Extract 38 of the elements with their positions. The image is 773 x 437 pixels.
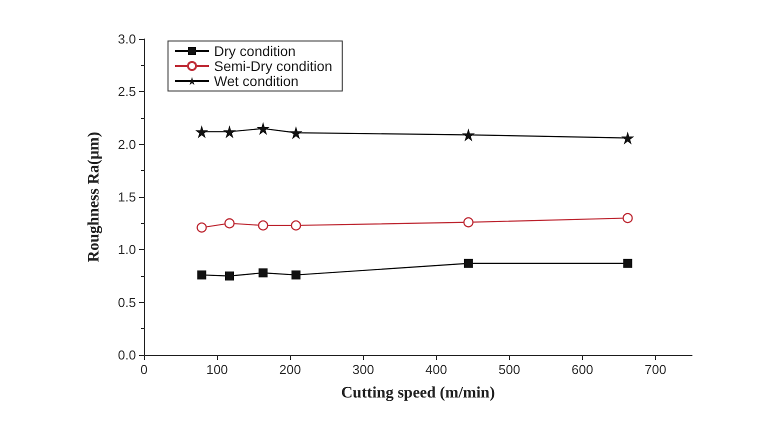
x-tick-label: 200	[279, 362, 301, 377]
point	[224, 272, 234, 280]
x-tick-label: 0	[140, 362, 148, 377]
point	[289, 126, 302, 140]
y-axis-title: Roughness Ra(μm)	[86, 132, 102, 262]
point	[290, 220, 302, 231]
x-tick-label: 300	[352, 362, 374, 377]
point	[197, 270, 206, 280]
point	[196, 222, 207, 233]
x-tick-label: 500	[498, 362, 520, 377]
y-tick-label: 0.5	[118, 294, 136, 310]
point	[621, 132, 634, 145]
legend-label: Semi-Dry condition	[214, 58, 332, 74]
y-tick-label: 1.0	[118, 242, 136, 258]
x-tick-label: 400	[425, 362, 448, 377]
point	[256, 122, 270, 136]
legend-label: Dry condition	[214, 43, 296, 59]
x-tick-label: 600	[572, 362, 594, 377]
point	[258, 220, 268, 231]
point	[222, 125, 236, 138]
x-tick-label: 700	[644, 362, 666, 377]
x-axis-title: Cutting speed (m/min)	[341, 384, 495, 402]
point	[291, 270, 300, 280]
point	[258, 268, 268, 278]
point	[195, 125, 208, 138]
point	[623, 258, 632, 268]
point	[462, 128, 475, 142]
x-tick-label: 100	[206, 362, 228, 377]
y-tick-label: 2.0	[118, 136, 136, 152]
point	[464, 258, 473, 268]
point	[622, 212, 633, 224]
point	[463, 217, 474, 228]
y-tick-label: 2.5	[118, 84, 136, 100]
y-tick-label: 0.0	[118, 348, 136, 362]
y-tick-label: 1.5	[118, 190, 136, 204]
y-tick-label: 3.0	[118, 32, 136, 46]
legend-label: Wet condition	[214, 73, 299, 89]
point	[224, 218, 235, 228]
